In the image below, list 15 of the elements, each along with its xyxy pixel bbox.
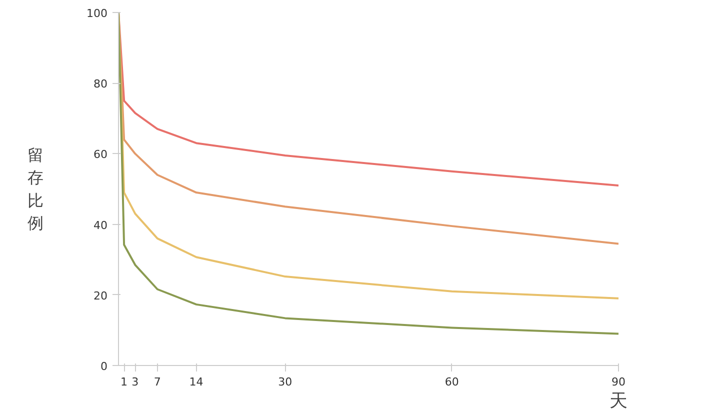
y-tick-label: 40 [94, 218, 108, 232]
x-tick-label: 14 [189, 376, 204, 388]
y-tick-label: 20 [94, 289, 108, 302]
x-axis-title: 天 [610, 390, 628, 412]
x-tick-label: 7 [154, 376, 161, 388]
x-tick-label: 30 [278, 376, 292, 388]
y-tick-label: 0 [100, 360, 108, 373]
y-tick-label: 60 [94, 148, 108, 162]
x-tick-label: 60 [444, 376, 459, 388]
x-tick-label: 3 [132, 376, 139, 388]
x-tick-label: 1 [120, 376, 128, 388]
y-tick-label: 80 [94, 78, 108, 91]
y-tick-label: 100 [86, 7, 108, 20]
y-axis-title: 留存比例 [28, 145, 44, 233]
x-tick-label: 90 [612, 376, 626, 388]
